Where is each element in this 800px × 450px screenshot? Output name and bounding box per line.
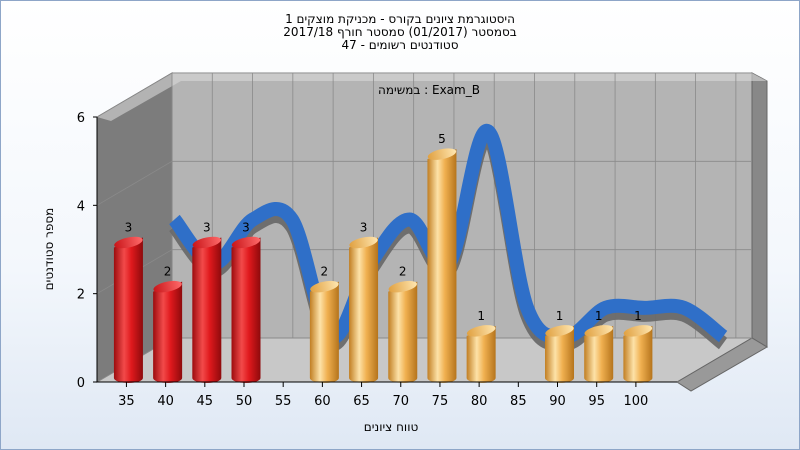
data-label-100: 1 xyxy=(634,309,642,323)
bar-40 xyxy=(153,280,183,383)
bar-body xyxy=(466,325,496,383)
data-label-75: 5 xyxy=(438,132,446,146)
data-label-80: 1 xyxy=(477,309,485,323)
data-label-60: 2 xyxy=(321,265,329,279)
bar-70 xyxy=(388,280,418,383)
bar-65 xyxy=(349,236,379,383)
x-tick-label-35: 35 xyxy=(118,394,135,409)
bar-cap xyxy=(192,236,222,249)
bar-60 xyxy=(309,280,339,383)
bar-body xyxy=(349,237,379,383)
bar-90 xyxy=(545,325,575,383)
x-tick-label-80: 80 xyxy=(471,394,488,409)
right-edge xyxy=(751,72,768,348)
x-tick-label-65: 65 xyxy=(353,394,370,409)
bar-cap xyxy=(349,236,378,249)
data-label-40: 2 xyxy=(164,265,172,279)
bars xyxy=(113,148,653,383)
bar-cap xyxy=(388,280,417,293)
data-label-65: 3 xyxy=(360,221,368,235)
x-tick-label-70: 70 xyxy=(392,394,409,409)
bar-cap xyxy=(623,325,653,337)
y-tick-label: 2 xyxy=(77,288,85,303)
bar-body xyxy=(545,325,575,383)
bar-body xyxy=(231,237,261,383)
x-axis-ticks: 35 40 45 50 55 60 65 70 75 80 85 90 95 100 xyxy=(118,382,648,409)
x-tick-label-50: 50 xyxy=(236,394,253,409)
bar-cap xyxy=(114,236,143,249)
x-tick-label-90: 90 xyxy=(549,394,566,409)
data-label-45: 3 xyxy=(203,221,211,235)
y-tick-label: 4 xyxy=(77,199,85,214)
bar-body xyxy=(113,237,143,383)
y-tick-label: 6 xyxy=(77,111,85,126)
bar-cap xyxy=(466,325,496,337)
bar-45 xyxy=(192,236,222,383)
chart-title-line-3: סטודנטים רשומים - 47 xyxy=(341,38,459,52)
bar-cap xyxy=(545,325,574,337)
bar-35 xyxy=(113,236,143,383)
x-tick-label-85: 85 xyxy=(510,394,527,409)
bar-body xyxy=(309,281,339,383)
bar-body xyxy=(623,325,653,383)
x-tick-label-45: 45 xyxy=(197,394,214,409)
y-tick-label: 0 xyxy=(77,376,85,391)
bar-cap xyxy=(427,148,457,160)
data-label-95: 1 xyxy=(595,309,603,323)
annotation-label: Exam_B : במשימה xyxy=(378,83,480,97)
y-axis-ticks: 0 2 4 6 xyxy=(77,111,97,391)
bar-80 xyxy=(466,325,496,383)
bar-100 xyxy=(623,325,653,383)
bar-cap xyxy=(584,325,613,337)
y-axis-label: מספר סטודנטים xyxy=(42,208,56,291)
x-tick-label-40: 40 xyxy=(157,394,174,409)
bar-cap xyxy=(153,280,182,293)
x-tick-label-95: 95 xyxy=(588,394,605,409)
chart-title-line-1: היסטוגרמת ציונים בקורס - מכניקת מוצקים 1 xyxy=(285,12,515,26)
bar-body xyxy=(153,281,183,383)
data-label-35: 3 xyxy=(125,221,133,235)
bar-95 xyxy=(584,325,614,383)
x-tick-label-55: 55 xyxy=(275,394,292,409)
x-tick-label-100: 100 xyxy=(623,394,648,409)
data-label-50: 3 xyxy=(242,221,250,235)
data-labels: 3 2 3 3 2 3 2 5 1 1 1 1 xyxy=(125,132,642,323)
bar-body xyxy=(388,281,418,383)
bar-cap xyxy=(231,236,261,249)
bar-body xyxy=(427,149,457,383)
bar-50 xyxy=(231,236,261,383)
x-axis-label: טווח ציונים xyxy=(364,420,419,434)
floor-edge xyxy=(676,337,768,392)
data-label-70: 2 xyxy=(399,265,407,279)
chart-title-line-2: בסמסטר (01/2017) סמסטר חורף 2017/18 xyxy=(283,25,517,39)
bar-body xyxy=(192,237,222,383)
x-tick-label-75: 75 xyxy=(432,394,449,409)
bar-75 xyxy=(427,148,457,383)
x-tick-label-60: 60 xyxy=(314,394,331,409)
data-label-90: 1 xyxy=(556,309,564,323)
bar-body xyxy=(584,325,614,383)
bar-cap xyxy=(310,280,339,293)
